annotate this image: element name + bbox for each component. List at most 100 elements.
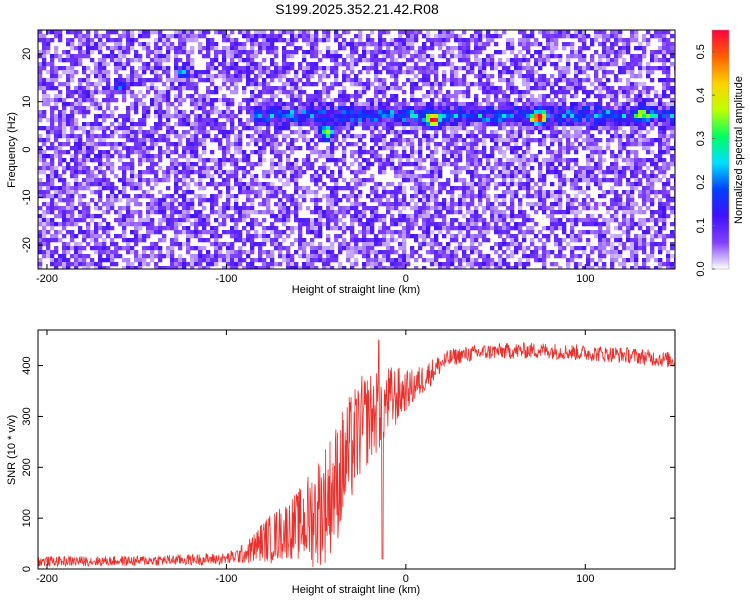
spectrogram-cell bbox=[506, 174, 511, 179]
spectrogram-cell bbox=[102, 86, 107, 91]
spectrogram-cell bbox=[114, 186, 119, 191]
spectrogram-cell bbox=[326, 210, 331, 215]
spectrogram-cell bbox=[606, 142, 611, 147]
spectrogram-cell bbox=[130, 134, 135, 139]
spectrogram-cell bbox=[638, 190, 643, 195]
spectrogram-cell bbox=[530, 122, 535, 127]
spectrogram-cell bbox=[270, 182, 275, 187]
spectrogram-cell bbox=[270, 102, 275, 107]
spectrogram-cell bbox=[438, 162, 443, 167]
spectrogram-cell bbox=[258, 134, 263, 139]
spectrogram-cell bbox=[374, 114, 379, 119]
spectrogram-cell bbox=[38, 86, 43, 91]
spectrogram-cell bbox=[410, 194, 415, 199]
spectrogram-cell bbox=[410, 82, 415, 87]
spectrogram-cell bbox=[454, 74, 459, 79]
spectrogram-cell bbox=[454, 98, 459, 103]
spectrogram-cell bbox=[418, 86, 423, 91]
spectrogram-cell bbox=[230, 114, 235, 119]
spectrogram-cell bbox=[322, 82, 327, 87]
spectrogram-cell bbox=[278, 34, 283, 39]
spectrogram-cell bbox=[266, 106, 271, 111]
spectrogram-cell bbox=[618, 38, 623, 43]
spectrogram-cell bbox=[174, 182, 179, 187]
spectrogram-cell bbox=[462, 198, 467, 203]
spectrogram-cell bbox=[630, 106, 635, 111]
spectrogram-cell bbox=[574, 74, 579, 79]
spectrogram-cell bbox=[350, 50, 355, 55]
spectrogram-cell bbox=[398, 198, 403, 203]
spectrogram-cell bbox=[230, 110, 235, 115]
spectrogram-cell bbox=[266, 90, 271, 95]
spectrogram-cell bbox=[62, 198, 67, 203]
spectrogram-cell bbox=[562, 110, 567, 115]
spectrogram-cell bbox=[210, 126, 215, 131]
spectrogram-cell bbox=[246, 102, 251, 107]
spectrogram-cell bbox=[446, 50, 451, 55]
spectrogram-cell bbox=[42, 50, 47, 55]
spectrogram-cell bbox=[74, 126, 79, 131]
spectrogram-cell bbox=[666, 162, 671, 167]
spectrogram-cell bbox=[586, 62, 591, 67]
spectrogram-cell bbox=[446, 118, 451, 123]
spectrogram-cell bbox=[470, 162, 475, 167]
spectrogram-cell bbox=[118, 82, 123, 87]
spectrogram-cell bbox=[542, 74, 547, 79]
spectrogram-cell bbox=[262, 130, 267, 135]
spectrogram-cell bbox=[446, 30, 451, 35]
spectrogram-cell bbox=[182, 38, 187, 43]
spectrogram-cell bbox=[274, 186, 279, 191]
spectrogram-cell bbox=[342, 86, 347, 91]
spectrogram-cell bbox=[154, 62, 159, 67]
spectrogram-cell bbox=[174, 198, 179, 203]
spectrogram-cell bbox=[522, 30, 527, 35]
spectrogram-cell bbox=[82, 86, 87, 91]
spectrogram-cell bbox=[158, 110, 163, 115]
spectrogram-cell bbox=[630, 142, 635, 147]
spectrogram-cell bbox=[194, 146, 199, 151]
spectrogram-cell bbox=[462, 182, 467, 187]
spectrogram-cell bbox=[510, 74, 515, 79]
spectrogram-cell bbox=[662, 50, 667, 55]
spectrogram-cell bbox=[226, 134, 231, 139]
spectrogram-cell bbox=[318, 58, 323, 63]
spectrogram-cell bbox=[566, 138, 571, 143]
spectrogram-cell bbox=[442, 70, 447, 75]
spectrogram-cell bbox=[590, 150, 595, 155]
spectrogram-cell bbox=[258, 82, 263, 87]
spectrogram-cell bbox=[662, 110, 667, 115]
spectrogram-cell bbox=[530, 54, 535, 59]
spectrogram-cell bbox=[306, 158, 311, 163]
spectrogram-cell bbox=[614, 78, 619, 83]
spectrogram-cell bbox=[102, 110, 107, 115]
spectrogram-cell bbox=[630, 118, 635, 123]
spectrogram-cell bbox=[326, 94, 331, 99]
spectrogram-cell bbox=[278, 142, 283, 147]
spectrogram-cell bbox=[586, 114, 591, 119]
spectrogram-cell bbox=[478, 38, 483, 43]
spectrogram-cell bbox=[126, 110, 131, 115]
spectrogram-cell bbox=[182, 194, 187, 199]
spectrogram-cell bbox=[106, 38, 111, 43]
spectrogram-cell bbox=[142, 46, 147, 51]
spectrogram-cell bbox=[394, 166, 399, 171]
spectrogram-cell bbox=[450, 150, 455, 155]
spectrogram-cell bbox=[458, 58, 463, 63]
spectrogram-cell bbox=[670, 154, 675, 159]
spectrogram-cell bbox=[62, 106, 67, 111]
spectrogram-cell bbox=[610, 190, 615, 195]
spectrogram-cell bbox=[134, 98, 139, 103]
spectrogram-cell bbox=[282, 74, 287, 79]
spectrogram-cell bbox=[466, 154, 471, 159]
spectrogram-cell bbox=[510, 78, 515, 83]
spectrogram-cell bbox=[402, 206, 407, 211]
spectrogram-cell bbox=[610, 150, 615, 155]
spectrogram-cell bbox=[294, 182, 299, 187]
spectrogram-cell bbox=[482, 178, 487, 183]
spectrogram-cell bbox=[466, 86, 471, 91]
spectrogram-cell bbox=[534, 202, 539, 207]
spectrogram-cell bbox=[278, 210, 283, 215]
spectrogram-cell bbox=[534, 70, 539, 75]
spectrogram-cell bbox=[450, 114, 455, 119]
spectrogram-cell bbox=[642, 110, 647, 115]
